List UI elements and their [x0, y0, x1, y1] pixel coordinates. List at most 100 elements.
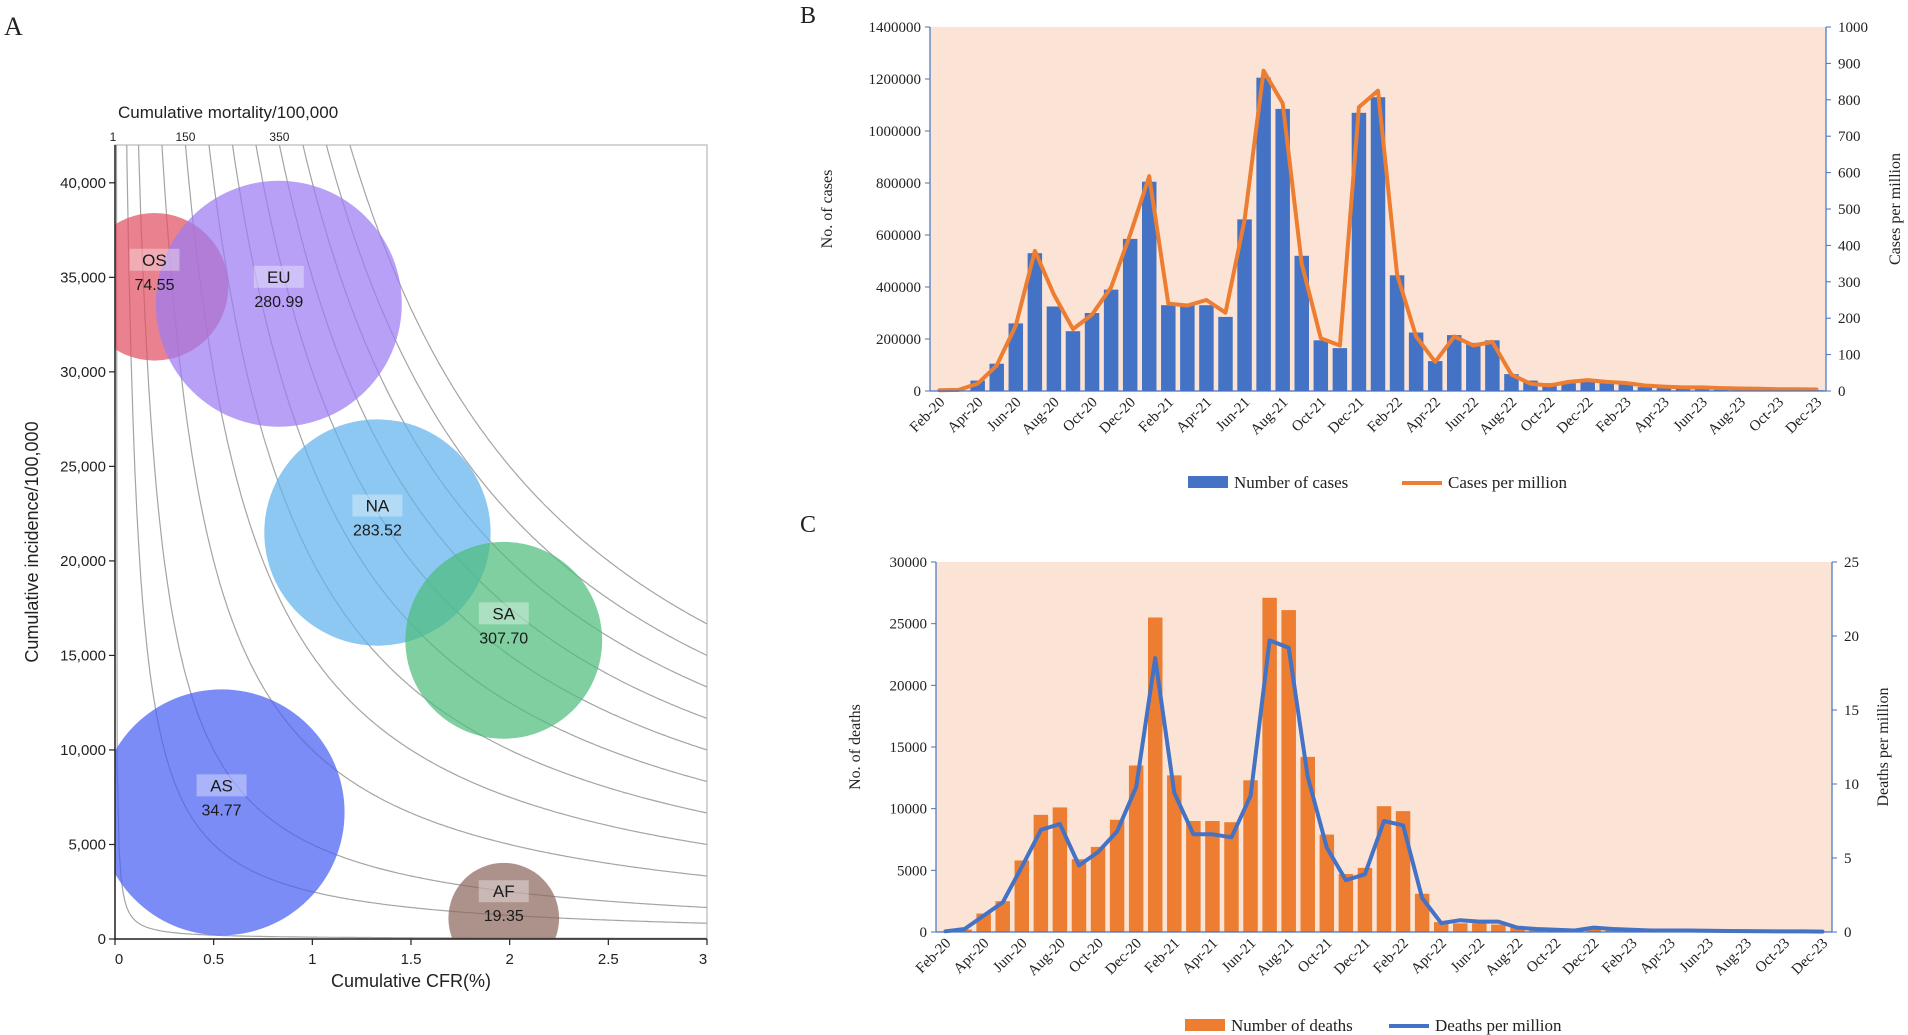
- panel-a-y-tick-label: 10,000: [60, 742, 106, 759]
- panelC-x-tick-label: Aug-21: [1254, 936, 1298, 980]
- panelB-bar: [1694, 388, 1710, 391]
- panelC-left-tick-label: 15000: [890, 740, 928, 756]
- panelB-bar: [1389, 275, 1405, 391]
- panelB-bar: [1466, 342, 1481, 391]
- panelC-x-tick-label: Feb-22: [1371, 936, 1412, 977]
- panel-label-b: B: [800, 3, 816, 29]
- bubble-value-sa: 307.70: [479, 630, 528, 647]
- panelB-x-tick-label: Jun-20: [984, 395, 1024, 435]
- panelC-x-tick-label: Dec-21: [1331, 936, 1374, 979]
- panelC-left-tick-label: 0: [920, 925, 928, 941]
- bubble-value-na: 283.52: [353, 523, 402, 540]
- panel-a-x-tick-label: 1.5: [401, 951, 422, 968]
- panel-a-y-tick-label: 5,000: [68, 836, 106, 853]
- iso-mortality-curve-10: [325, 145, 707, 656]
- panelB-bar: [1447, 335, 1462, 391]
- iso-mortality-curve-0: [115, 145, 707, 939]
- panelC-x-tick-label: Dec-22: [1560, 936, 1603, 979]
- panelC-bar: [1586, 928, 1601, 932]
- panel-a-x-tick-label: 0.5: [203, 951, 224, 968]
- panel-a-top-tick-label: 350: [269, 130, 289, 144]
- panel-a-x-tick-label: 0: [115, 951, 123, 968]
- panelC-x-tick-label: Oct-21: [1295, 936, 1336, 977]
- panelC-x-tick-label: Apr-20: [951, 936, 993, 978]
- panelB-legend-bar-label: Number of cases: [1234, 473, 1348, 492]
- panelC-legend-bar-label: Number of deaths: [1231, 1016, 1353, 1035]
- panelC-right-tick-label: 15: [1844, 703, 1859, 719]
- panelB-bar: [1427, 361, 1443, 391]
- panelB-line: [937, 68, 1819, 393]
- panelB-x-tick-label: Jun-23: [1671, 395, 1711, 435]
- panelC-bar: [1281, 610, 1296, 932]
- panelB-left-tick-label: 1000000: [869, 124, 922, 140]
- panelB-bar: [1485, 340, 1500, 391]
- panelB-left-tick-label: 0: [914, 384, 922, 400]
- panelB-bar: [1065, 331, 1081, 391]
- panelB-right-tick-label: 400: [1838, 238, 1861, 254]
- panelB-x-tick-label: Apr-21: [1174, 395, 1216, 437]
- panelB-legend-bar-swatch: [1188, 476, 1228, 488]
- panelC-x-tick-label: Feb-21: [1142, 936, 1183, 977]
- panelB-bar: [1122, 238, 1138, 391]
- panelB-x-tick-label: Dec-22: [1554, 395, 1597, 438]
- bubble-code-as: AS: [210, 776, 233, 795]
- panelC-x-tick-label: Jun-22: [1448, 936, 1488, 976]
- panel-a-y-tick-label: 0: [98, 931, 106, 948]
- panelC-bar: [1186, 821, 1201, 932]
- panel-a-top-axis-title: Cumulative mortality/100,000: [118, 103, 338, 122]
- bubble-sa: [405, 541, 603, 739]
- panelB-bar: [1199, 305, 1214, 391]
- panel-a-x-tick-label: 3: [699, 951, 707, 968]
- panel-a-y-tick-label: 25,000: [60, 458, 106, 475]
- panelB-bar: [1237, 219, 1252, 391]
- panelB-x-tick-label: Aug-23: [1705, 395, 1749, 439]
- panelC-x-tick-label: Oct-22: [1524, 936, 1565, 977]
- panel-a-top-tick-label: 1: [110, 130, 117, 144]
- panelC-bar: [1357, 867, 1373, 932]
- panelC-bar: [1453, 923, 1468, 932]
- panelB-right-tick-label: 700: [1838, 129, 1861, 145]
- panelB-bar: [1008, 323, 1024, 391]
- panelB-right-tick-label: 200: [1838, 311, 1861, 327]
- panelB-bar: [1313, 340, 1329, 391]
- panelB-x-tick-label: Aug-20: [1019, 395, 1063, 439]
- panelB-left-tick-label: 800000: [876, 176, 921, 192]
- panel-a-y-tick-label: 15,000: [60, 647, 106, 664]
- panelB-x-tick-label: Dec-23: [1783, 395, 1826, 438]
- panelC-x-tick-label: Dec-23: [1789, 936, 1832, 979]
- panelC-bar: [1376, 806, 1392, 932]
- panelB-bar: [1599, 383, 1615, 391]
- panel-a-x-tick-label: 2.5: [598, 951, 619, 968]
- bubble-code-sa: SA: [492, 604, 515, 623]
- panelB-right-tick-label: 800: [1838, 93, 1861, 109]
- panel-a-x-tick-label: 1: [308, 951, 316, 968]
- panelC-left-tick-label: 25000: [890, 617, 928, 633]
- panelC-line: [943, 638, 1825, 934]
- panelB-bar: [1523, 380, 1538, 391]
- panelC-x-tick-label: Aug-23: [1711, 936, 1755, 980]
- panelB-right-tick-label: 500: [1838, 202, 1861, 218]
- panelB-bar: [1618, 383, 1634, 391]
- panelC-bar: [1052, 807, 1068, 932]
- panelC-legend-line-label: Deaths per million: [1435, 1016, 1562, 1035]
- panelB-left-tick-label: 400000: [876, 280, 921, 296]
- bubble-value-os: 74.55: [134, 277, 174, 294]
- panelB-left-tick-label: 1200000: [869, 72, 922, 88]
- panelB-bar: [1218, 316, 1233, 391]
- panelB-bar: [1408, 332, 1424, 391]
- panelC-left-axis-title: No. of deaths: [847, 704, 864, 790]
- panelB-x-tick-label: Apr-20: [945, 395, 987, 437]
- panelB-left-tick-label: 200000: [876, 332, 921, 348]
- panelC-right-tick-label: 5: [1844, 851, 1852, 867]
- panelB-right-tick-label: 1000: [1838, 20, 1868, 36]
- panelC-right-axis-title: Deaths per million: [1875, 687, 1892, 806]
- panelB-x-tick-label: Aug-22: [1477, 395, 1521, 439]
- panelC-bar: [1071, 859, 1087, 932]
- panel-label-a: A: [4, 12, 23, 41]
- panel-a-x-axis-title: Cumulative CFR(%): [331, 971, 491, 991]
- panel-a-x-tick-label: 2: [505, 951, 513, 968]
- panelB-bar: [1294, 255, 1309, 391]
- panelC-x-tick-label: Feb-23: [1599, 936, 1640, 977]
- panelB-bar: [1084, 313, 1100, 391]
